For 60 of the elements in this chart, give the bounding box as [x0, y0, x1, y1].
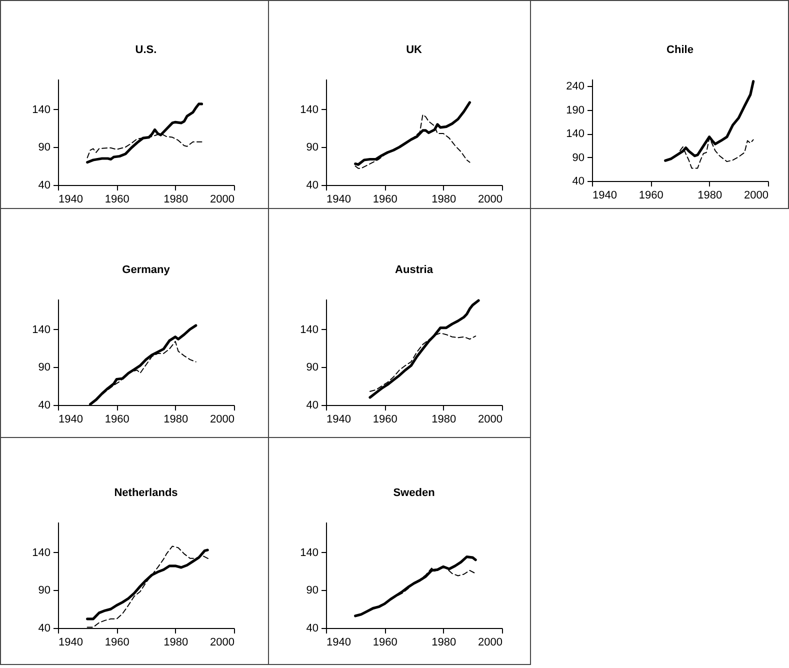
- x-tick-label: 2000: [478, 636, 502, 648]
- y-tick-label: 40: [38, 180, 50, 192]
- x-tick-label: 1980: [164, 636, 188, 648]
- x-tick-label: 1940: [326, 414, 351, 426]
- y-tick-label: 240: [566, 80, 584, 93]
- x-tick-label: 2000: [744, 190, 768, 202]
- x-tick-label: 1960: [372, 414, 398, 426]
- x-tick-label: 1960: [372, 194, 398, 206]
- y-tick-label: 40: [306, 400, 318, 412]
- x-tick-label: 1960: [638, 190, 664, 202]
- y-tick-label: 140: [32, 324, 50, 336]
- x-tick-label: 1940: [58, 636, 83, 648]
- chart-title: UK: [406, 44, 422, 56]
- x-tick-label: 1980: [432, 414, 456, 426]
- y-tick-label: 90: [306, 142, 318, 154]
- x-tick-label: 2000: [478, 414, 502, 426]
- y-tick-label: 90: [38, 584, 50, 597]
- x-tick-label: 2000: [210, 636, 234, 648]
- y-tick-label: 90: [38, 142, 50, 154]
- y-tick-label: 40: [306, 180, 318, 192]
- y-tick-label: 90: [38, 362, 50, 374]
- chart-title: Chile: [666, 44, 694, 56]
- y-tick-label: 90: [572, 152, 584, 164]
- y-tick-label: 40: [38, 622, 50, 634]
- y-tick-label: 40: [572, 176, 584, 188]
- x-tick-label: 1960: [104, 194, 130, 206]
- chart-title: Sweden: [393, 487, 436, 499]
- chart-title: Netherlands: [114, 487, 178, 499]
- y-tick-label: 40: [38, 400, 50, 412]
- x-tick-label: 2000: [210, 414, 234, 426]
- x-tick-label: 1980: [432, 194, 456, 206]
- y-tick-label: 140: [300, 324, 318, 336]
- chart-title: Germany: [122, 264, 171, 276]
- line-series: [368, 299, 480, 399]
- x-tick-label: 1960: [372, 636, 398, 648]
- x-tick-label: 1980: [164, 194, 188, 206]
- x-tick-label: 1940: [58, 414, 83, 426]
- line-series: [86, 102, 204, 164]
- chart-title: U.S.: [135, 44, 157, 56]
- x-tick-label: 1940: [326, 636, 351, 648]
- x-tick-label: 1940: [592, 190, 617, 202]
- y-tick-label: 90: [306, 584, 318, 597]
- x-tick-label: 1980: [432, 636, 456, 648]
- y-tick-label: 140: [300, 104, 318, 116]
- x-tick-label: 1940: [326, 194, 351, 206]
- x-tick-label: 1960: [104, 636, 130, 648]
- chart-title: Austria: [395, 264, 434, 276]
- y-tick-label: 140: [300, 546, 318, 559]
- x-tick-label: 1980: [164, 414, 188, 426]
- x-tick-label: 1980: [698, 190, 722, 202]
- x-tick-label: 2000: [478, 194, 502, 206]
- y-tick-label: 40: [306, 622, 318, 634]
- y-tick-label: 140: [32, 546, 50, 559]
- x-tick-label: 2000: [210, 194, 234, 206]
- x-tick-label: 1960: [104, 414, 130, 426]
- y-tick-label: 140: [566, 128, 584, 140]
- y-tick-label: 140: [32, 104, 50, 116]
- x-tick-label: 1940: [58, 194, 83, 206]
- y-tick-label: 90: [306, 362, 318, 374]
- y-tick-label: 190: [566, 104, 584, 116]
